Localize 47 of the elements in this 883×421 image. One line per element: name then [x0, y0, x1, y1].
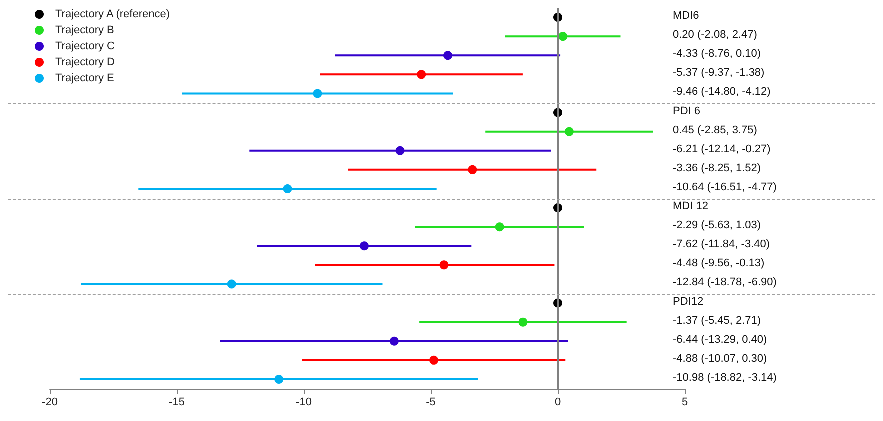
- annotation: 0.45 (-2.85, 3.75): [673, 124, 758, 136]
- legend-label: Trajectory D: [56, 56, 116, 68]
- point: [417, 70, 426, 80]
- point: [390, 336, 399, 346]
- point: [444, 51, 453, 60]
- annotation: -3.36 (-8.25, 1.52): [673, 162, 762, 174]
- annotation: PDI12: [673, 296, 704, 308]
- annotation: -6.44 (-13.29, 0.40): [673, 334, 768, 346]
- legend-label: Trajectory C: [56, 40, 116, 52]
- x-tick-label: -15: [169, 396, 185, 408]
- x-tick-label: 0: [554, 396, 562, 408]
- point: [430, 356, 439, 365]
- annotation: -9.46 (-14.80, -4.12): [673, 86, 771, 98]
- point: [558, 32, 568, 42]
- annotation: -4.33 (-8.76, 0.10): [673, 48, 762, 60]
- annotation: -4.88 (-10.07, 0.30): [673, 352, 768, 365]
- legend-label: Trajectory B: [56, 24, 114, 36]
- annotation: -1.37 (-5.45, 2.71): [673, 314, 762, 327]
- annotation: -5.37 (-9.37, -1.38): [673, 67, 765, 80]
- annotation: -4.48 (-9.56, -0.13): [673, 258, 765, 270]
- annotation: MDI 12: [673, 200, 708, 213]
- point: [495, 222, 504, 232]
- x-tick-label: -20: [42, 396, 58, 408]
- annotation: -10.98 (-18.82, -3.14): [673, 372, 777, 384]
- x-tick-label: 5: [682, 396, 688, 408]
- point: [360, 242, 369, 251]
- annotation: -6.21 (-12.14, -0.27): [673, 143, 771, 156]
- point: [468, 165, 478, 174]
- point: [227, 280, 236, 289]
- annotation: -2.29 (-5.63, 1.03): [673, 220, 762, 232]
- point: [518, 318, 528, 327]
- annotation: -7.62 (-11.84, -3.40): [673, 238, 770, 251]
- legend-label: Trajectory A (reference): [56, 8, 170, 20]
- point: [396, 146, 405, 156]
- annotation: -10.64 (-16.51, -4.77): [673, 181, 777, 194]
- annotation: -12.84 (-18.78, -6.90): [673, 276, 777, 289]
- annotation: PDI 6: [673, 105, 701, 118]
- legend-label: Trajectory E: [56, 72, 114, 84]
- point: [313, 89, 322, 98]
- x-tick-label: -5: [426, 396, 436, 408]
- point: [440, 260, 449, 270]
- annotation: 0.20 (-2.08, 2.47): [673, 29, 758, 42]
- point: [283, 184, 292, 194]
- point: [564, 127, 574, 136]
- point: [274, 374, 284, 384]
- x-tick-label: -10: [296, 396, 312, 408]
- annotation: MDI6: [673, 10, 700, 22]
